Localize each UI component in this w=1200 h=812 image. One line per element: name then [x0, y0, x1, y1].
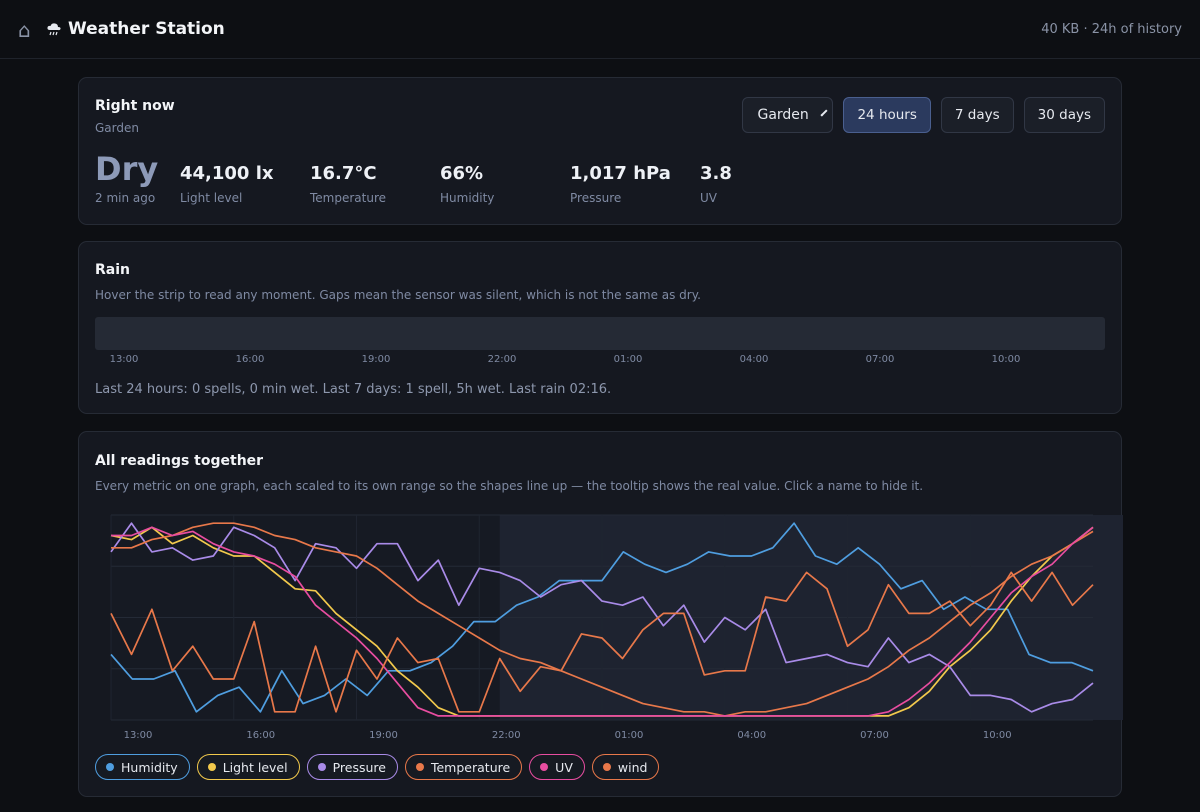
stat-value: 1,017 hPa	[570, 163, 671, 184]
series-line-pressure	[110, 522, 1094, 713]
series-line-humidity	[110, 522, 1094, 713]
stat-uv: 3.8 UV	[700, 163, 732, 206]
x-tick-label: 19:00	[369, 730, 398, 741]
stat-value: 44,100 lx	[180, 163, 274, 184]
rain-tick-label: 04:00	[739, 354, 769, 365]
legend-dot-icon	[415, 763, 424, 771]
right-now-card: Right now Garden Garden 24 hours 7 days …	[78, 77, 1122, 225]
rain-summary: Last 24 hours: 0 spells, 0 min wet. Last…	[95, 382, 612, 397]
rain-title: Rain	[95, 262, 130, 278]
top-bar: ⌂ Weather Station 40 KB · 24h of history	[0, 0, 1200, 59]
home-icon[interactable]: ⌂	[18, 18, 31, 42]
legend-label: Humidity	[121, 759, 178, 775]
legend-dot-icon	[207, 763, 216, 771]
stat-label: Pressure	[570, 191, 622, 205]
stat-humidity: 66% Humidity	[440, 163, 495, 206]
legend-label: wind	[617, 759, 648, 775]
location-label: Garden	[95, 121, 139, 135]
x-tick-label: 22:00	[492, 730, 521, 741]
readings-chart[interactable]: 13:00 16:00 19:00 22:00 01:00 04:00 07:00 10:00	[79, 432, 1123, 752]
stat-label: Light level	[180, 191, 243, 205]
stat-light-level: 44,100 lx Light level	[180, 163, 274, 206]
rain-tick-label: 10:00	[991, 354, 1021, 365]
location-select-value: Garden	[757, 107, 809, 123]
rain-tick-label: 16:00	[235, 354, 265, 365]
stat-value: 16.7°C	[310, 163, 377, 184]
rain-tick-label: 19:00	[361, 354, 391, 365]
x-tick-label: 07:00	[860, 730, 889, 741]
legend-label: Temperature	[430, 759, 511, 775]
rain-tick-label: 13:00	[109, 354, 139, 365]
stat-pressure: 1,017 hPa Pressure	[570, 163, 671, 206]
series-line-uv	[111, 526, 1094, 717]
x-tick-label: 04:00	[737, 730, 766, 741]
rain-status-value: Dry	[95, 150, 159, 188]
range-30-days-button[interactable]: 30 days	[1023, 97, 1105, 133]
rain-time-axis: 13:00 16:00 19:00 22:00 01:00 04:00 07:0…	[95, 354, 1105, 366]
rain-card: Rain Hover the strip to read any moment.…	[78, 241, 1122, 414]
rain-cloud-icon	[47, 23, 61, 36]
stat-value: 66%	[440, 163, 484, 184]
stat-value: 3.8	[700, 163, 732, 184]
x-tick-label: 01:00	[615, 730, 644, 741]
legend-label: Pressure	[332, 759, 386, 775]
range-controls: Garden 24 hours 7 days 30 days	[742, 97, 1105, 133]
x-tick-label: 13:00	[124, 730, 153, 741]
rain-tick-label: 07:00	[865, 354, 895, 365]
legend-chip-wind[interactable]: wind	[591, 754, 660, 780]
legend-chip-pressure[interactable]: Pressure	[306, 754, 398, 780]
rain-tick-label: 22:00	[487, 354, 517, 365]
range-24-hours-button[interactable]: 24 hours	[843, 97, 931, 133]
all-readings-subtitle: Every metric on one graph, each scaled t…	[95, 479, 924, 493]
chart-legend: Humidity Light level Pressure Temperature UV…	[95, 754, 660, 780]
stat-label: Temperature	[310, 191, 387, 205]
app-title-text: Weather Station	[68, 19, 225, 39]
app-title: Weather Station	[46, 19, 225, 39]
legend-dot-icon	[540, 763, 549, 771]
all-readings-title: All readings together	[95, 453, 264, 469]
rain-status-age: 2 min ago	[95, 191, 156, 205]
legend-chip-humidity[interactable]: Humidity	[95, 754, 190, 780]
legend-dot-icon	[317, 763, 326, 771]
chevron-down-icon	[820, 109, 828, 117]
legend-label: UV	[555, 759, 573, 775]
series-line-temperature	[111, 522, 1094, 717]
legend-chip-temperature[interactable]: Temperature	[404, 754, 523, 780]
right-now-title: Right now	[95, 98, 175, 114]
series-line-wind	[110, 571, 1094, 713]
history-meta: 40 KB · 24h of history	[1041, 21, 1182, 37]
legend-dot-icon	[602, 763, 611, 771]
stat-temperature: 16.7°C Temperature	[310, 163, 387, 206]
all-readings-card: All readings together Every metric on on…	[78, 431, 1123, 797]
x-tick-label: 16:00	[246, 730, 275, 741]
legend-chip-uv[interactable]: UV	[529, 754, 585, 780]
stat-label: Humidity	[440, 191, 495, 205]
rain-status: Dry 2 min ago	[95, 153, 158, 205]
range-7-days-button[interactable]: 7 days	[940, 97, 1014, 133]
rain-subtitle: Hover the strip to read any moment. Gaps…	[95, 288, 701, 302]
legend-chip-light-level[interactable]: Light level	[196, 754, 300, 780]
stat-label: UV	[700, 191, 717, 205]
location-select[interactable]: Garden	[742, 97, 834, 133]
rain-tick-label: 01:00	[613, 354, 643, 365]
legend-label: Light level	[222, 759, 288, 775]
x-tick-label: 10:00	[983, 730, 1012, 741]
legend-dot-icon	[106, 763, 114, 771]
rain-strip[interactable]	[95, 317, 1105, 350]
